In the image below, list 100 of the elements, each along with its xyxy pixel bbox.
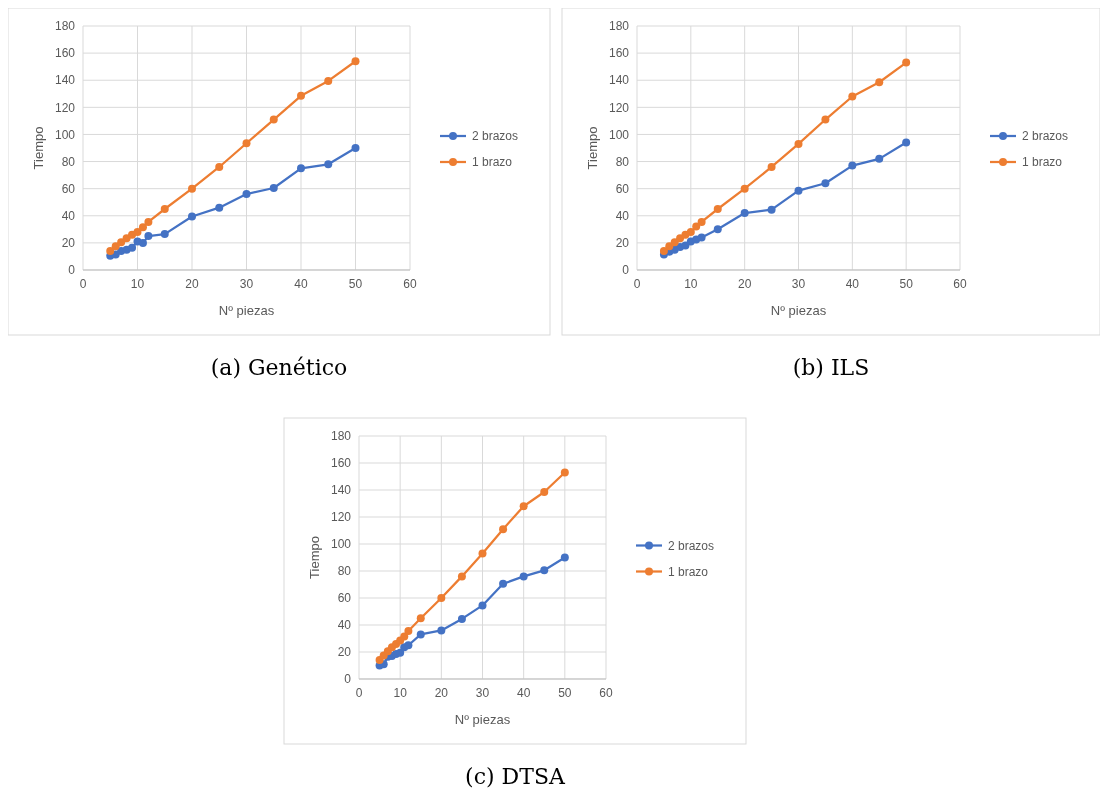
point [478, 549, 487, 558]
text: (a) Genético [210, 355, 348, 380]
point [111, 242, 120, 251]
point [457, 572, 466, 581]
legend-label: 1 brazo [1022, 155, 1063, 170]
x-tick-label: 30 [239, 277, 254, 291]
point [848, 161, 857, 170]
text: (b) ILS [792, 355, 870, 380]
point [740, 209, 749, 218]
x-tick-label: 60 [599, 686, 613, 700]
point [875, 154, 884, 163]
y-tick-label: 180 [54, 19, 76, 34]
y-tick-label: 140 [54, 73, 76, 88]
x-tick-label: 30 [475, 686, 490, 700]
point [519, 502, 528, 511]
point [400, 632, 409, 641]
x-tick-label: 10 [130, 277, 145, 291]
point [519, 572, 528, 581]
point [396, 648, 405, 657]
point [665, 242, 674, 251]
point [404, 641, 413, 650]
y-tick-label: 120 [54, 100, 76, 115]
y-tick-label: 160 [54, 46, 76, 61]
point [540, 566, 549, 575]
y-tick-label: 80 [61, 154, 76, 169]
y-tick-label: 60 [615, 181, 630, 196]
y-tick-label: 0 [622, 263, 630, 278]
point [188, 184, 196, 193]
x-axis-title: Nº piezas [218, 303, 275, 318]
point [478, 601, 487, 610]
point [215, 203, 224, 212]
point [144, 217, 153, 226]
point [676, 234, 685, 243]
point [540, 488, 549, 497]
point [117, 238, 126, 247]
y-tick-label: 120 [608, 100, 630, 115]
x-tick-label: 40 [516, 686, 531, 700]
legend-label: 2 brazos [668, 538, 715, 553]
point [713, 205, 722, 213]
x-axis-title: Nº piezas [454, 712, 511, 727]
point [297, 164, 305, 173]
point [106, 247, 115, 256]
point [821, 115, 830, 124]
y-tick-label: 20 [61, 236, 76, 251]
x-tick-label: 0 [355, 686, 363, 700]
y-tick-label: 180 [608, 19, 630, 34]
legend-label: 2 brazos [1022, 129, 1069, 144]
point [160, 205, 169, 213]
point [794, 139, 803, 148]
x-tick-label: 50 [348, 277, 363, 291]
point [902, 138, 911, 147]
y-tick-label: 80 [337, 564, 352, 579]
point [242, 139, 251, 148]
y-tick-label: 80 [615, 154, 630, 169]
y-axis-title: Tiempo [307, 536, 322, 579]
point [160, 230, 169, 239]
point [767, 162, 776, 171]
y-tick-label: 100 [54, 127, 76, 142]
y-tick-label: 0 [68, 263, 76, 278]
point [681, 230, 690, 239]
point [128, 243, 137, 252]
point [686, 228, 695, 237]
y-tick-label: 140 [330, 483, 352, 498]
x-tick-label: 10 [393, 686, 408, 700]
y-tick-label: 140 [608, 73, 630, 88]
point [848, 92, 857, 101]
x-tick-label: 50 [558, 686, 572, 700]
point [269, 115, 278, 124]
x-tick-label: 20 [737, 277, 752, 291]
y-tick-label: 20 [337, 645, 352, 660]
point [499, 579, 508, 588]
y-tick-label: 100 [330, 537, 352, 552]
y-tick-label: 0 [344, 672, 352, 687]
text: (c) DTSA [465, 764, 566, 789]
point [875, 78, 884, 87]
point [297, 91, 305, 100]
x-axis-title: Nº piezas [770, 303, 827, 318]
legend-label: 1 brazo [668, 564, 709, 579]
y-tick-label: 160 [608, 46, 630, 61]
y-tick-label: 120 [330, 510, 352, 525]
point [902, 58, 911, 67]
point [133, 228, 142, 237]
x-tick-label: 20 [434, 686, 449, 700]
x-tick-label: 0 [633, 277, 641, 291]
point [670, 238, 679, 247]
point [351, 144, 360, 152]
y-tick-label: 60 [61, 181, 76, 196]
point [821, 179, 830, 188]
point [692, 222, 701, 231]
x-tick-label: 60 [403, 277, 417, 291]
point [740, 184, 749, 193]
x-tick-label: 20 [185, 277, 199, 291]
point [144, 232, 153, 241]
point [767, 205, 776, 214]
y-axis-title: Tiempo [585, 126, 600, 170]
y-tick-label: 40 [615, 208, 630, 223]
point [560, 468, 569, 477]
x-tick-label: 0 [79, 277, 87, 291]
point [457, 614, 466, 623]
point [560, 553, 569, 562]
